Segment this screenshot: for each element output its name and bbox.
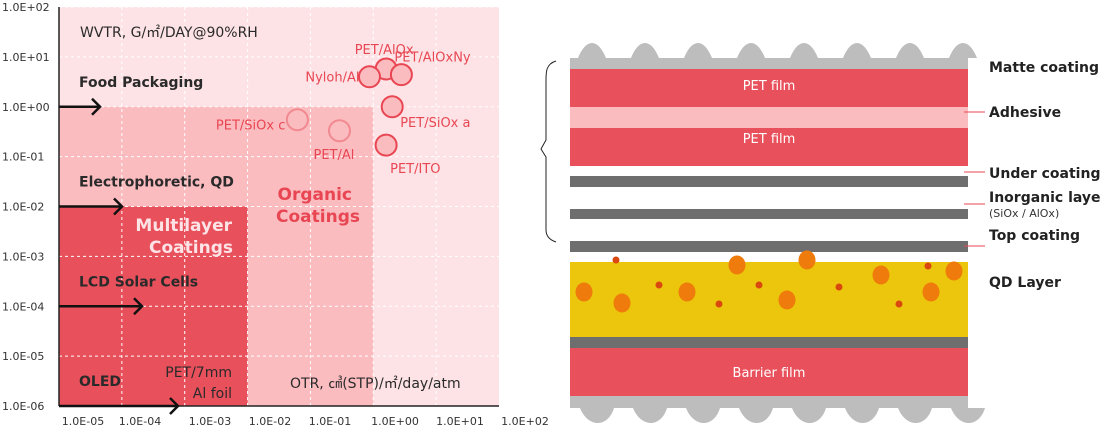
matte-coating-top [570,43,977,69]
quantum-dot-small [835,283,843,291]
y-tick-label: 1.0E+01 [2,51,50,64]
label-top-coating: Top coating [989,228,1080,244]
arrow-icon [59,297,144,316]
data-point [285,108,309,132]
x-tick-label: 1.0E-03 [189,415,231,428]
data-point-label: PET/SiOx a [400,116,470,131]
quantum-dot-small [612,256,620,264]
quantum-dot [728,255,746,275]
region-label-multilayer-2: Coatings [149,238,233,258]
y-tick-label: 1.0E-06 [2,400,44,413]
quantum-dot [613,293,631,313]
data-point-label: PET/AlOxNy [394,51,471,66]
inorganic-layer [570,209,968,219]
quantum-dot [575,282,593,302]
quantum-dots [575,250,963,313]
region-label-organic-2: Coatings [276,207,360,227]
barrier-film-label: Barrier film [733,366,806,381]
y-axis-title: WVTR, G/㎡/DAY@90%RH [80,25,258,41]
label-under-coating: Under coating [989,166,1100,182]
label-matte-coating: Matte coating [989,60,1099,76]
pet-film-layer-2 [570,128,968,166]
arrow-icon [59,397,180,415]
label-adhesive: Adhesive [989,105,1061,121]
qd-barrier-separator [570,337,968,348]
y-tick-label: 1.0E-05 [2,350,44,363]
top-coating-layer [570,241,968,252]
quantum-dot [945,261,963,281]
label-qd-layer: QD Layer [989,275,1061,291]
application-label: Food Packaging [79,75,203,91]
application-label: Electrophoretic, QD [79,175,234,191]
x-tick-label: 1.0E-01 [309,415,351,428]
region-label-organic-1: Organic [278,185,352,205]
quantum-dot [922,282,940,302]
data-point-label: Nyloh/Al [305,71,359,86]
barrier-chart: 1.0E+02 1.0E+01 1.0E+00 1.0E-01 1.0E-02 1.0E-… [2,1,549,428]
x-tick-label: 1.0E+02 [501,415,549,428]
application-label: OLED [79,374,121,390]
quantum-dot [778,290,796,310]
quantum-dot [798,250,816,270]
barrier-film-layer [570,348,968,396]
annotation-line2: Al foil [193,386,232,402]
quantum-dot-small [755,281,763,289]
x-tick-label: 1.0E+01 [436,415,484,428]
data-point-label: PET/AlOx [355,43,414,58]
y-tick-label: 1.0E+00 [2,101,50,114]
x-tick-label: 1.0E-02 [249,415,291,428]
quantum-dot [678,282,696,302]
y-tick-label: 1.0E-03 [2,250,44,263]
group-brace [540,60,557,243]
y-tick-label: 1.0E+02 [2,1,50,14]
matte-coating-bottom [570,396,985,423]
data-point-label: PET/SiOx c [216,119,285,134]
annotation-line1: PET/7mm [165,365,232,381]
region-label-multilayer-1: Multilayer [135,216,232,236]
y-tick-label: 1.0E-04 [2,300,44,313]
quantum-dot-small [895,300,903,308]
x-tick-label: 1.0E+00 [371,415,419,428]
data-point [327,119,351,143]
arrow-icon [59,197,124,216]
under-coating-layer [570,176,968,187]
data-point-label: PET/ITO [390,162,440,177]
quantum-dot-small [924,262,932,270]
data-point [357,65,381,89]
label-inorganic-sub: (SiOx / AlOx) [989,207,1059,220]
pet-film-label-1: PET film [743,79,796,94]
data-point-label: PET/Al [313,148,354,163]
y-tick-label: 1.0E-02 [2,201,44,214]
quantum-dot-small [715,300,723,308]
label-inorganic-layer: Inorganic layer [989,190,1100,206]
quantum-dot-small [655,281,663,289]
x-tick-label: 1.0E-05 [62,415,104,428]
adhesive-layer [570,107,968,128]
qd-layer [570,262,968,337]
leader-lines [964,111,985,247]
x-axis-title: OTR, ㎤(STP)/㎡/day/atm [290,376,461,392]
arrow-icon [59,97,102,116]
data-point [380,95,404,119]
data-point [374,133,398,157]
data-point [389,63,413,87]
y-tick-label: 1.0E-01 [2,151,44,164]
x-tick-label: 1.0E-04 [119,415,161,428]
pet-film-label-2: PET film [743,132,796,147]
application-label: LCD Solar Cells [79,274,198,290]
quantum-dot [872,265,890,285]
pet-film-layer-1 [570,69,968,107]
film-structure-diagram: PET film PET film Barrier film Matte coa… [540,43,1100,423]
